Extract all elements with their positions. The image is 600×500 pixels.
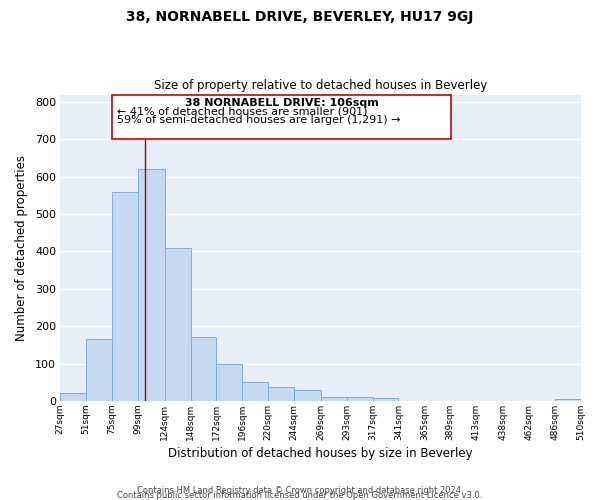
Bar xyxy=(554,399,581,401)
Text: ← 41% of detached houses are smaller (901): ← 41% of detached houses are smaller (90… xyxy=(118,106,368,117)
Bar xyxy=(242,382,268,401)
Text: Contains public sector information licensed under the Open Government Licence v3: Contains public sector information licen… xyxy=(118,490,482,500)
Bar xyxy=(112,192,138,401)
Bar xyxy=(60,394,86,401)
Bar xyxy=(347,397,373,401)
Text: 38, NORNABELL DRIVE, BEVERLEY, HU17 9GJ: 38, NORNABELL DRIVE, BEVERLEY, HU17 9GJ xyxy=(127,10,473,24)
Y-axis label: Number of detached properties: Number of detached properties xyxy=(15,154,28,340)
Bar xyxy=(217,364,242,401)
X-axis label: Distribution of detached houses by size in Beverley: Distribution of detached houses by size … xyxy=(168,447,473,460)
Text: 59% of semi-detached houses are larger (1,291) →: 59% of semi-detached houses are larger (… xyxy=(118,114,401,124)
Title: Size of property relative to detached houses in Beverley: Size of property relative to detached ho… xyxy=(154,79,487,92)
Bar xyxy=(321,397,347,401)
Bar xyxy=(138,170,165,401)
Bar xyxy=(294,390,321,401)
Text: Contains HM Land Registry data © Crown copyright and database right 2024.: Contains HM Land Registry data © Crown c… xyxy=(137,486,463,495)
Bar xyxy=(191,338,217,401)
Bar xyxy=(268,386,294,401)
Bar xyxy=(165,248,191,401)
Bar xyxy=(112,94,451,140)
Text: 38 NORNABELL DRIVE: 106sqm: 38 NORNABELL DRIVE: 106sqm xyxy=(185,98,379,108)
Bar xyxy=(86,340,112,401)
Bar xyxy=(373,398,398,401)
